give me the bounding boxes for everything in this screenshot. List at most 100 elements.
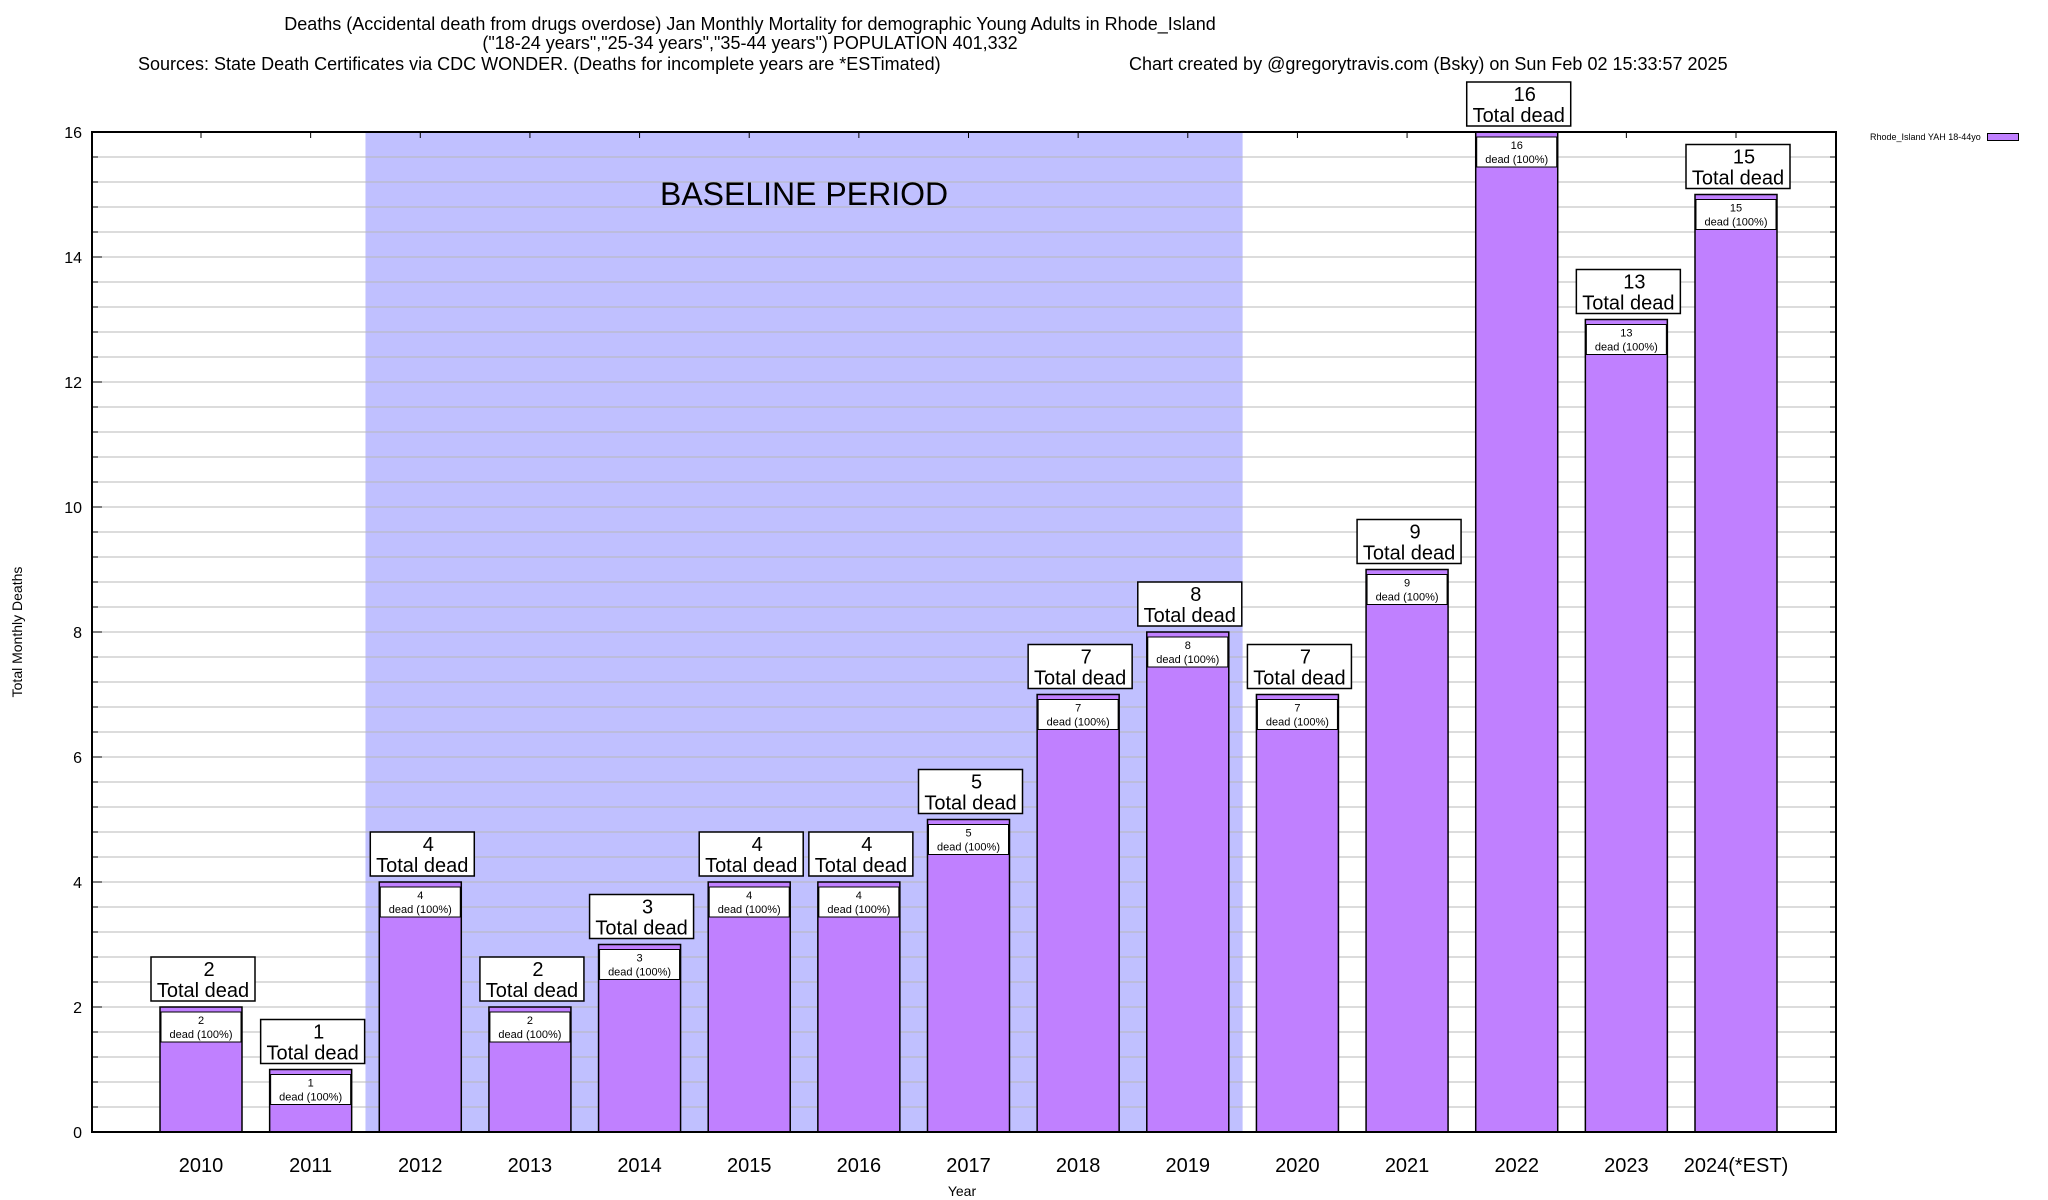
bar-inner-value-label: 4: [856, 890, 862, 902]
bar-total-label-box: [1137, 581, 1243, 627]
bar-total-text-label: Total dead: [1253, 668, 1345, 690]
bar-total-label-box: [259, 1018, 366, 1065]
bar-total-value-label: 15: [1733, 147, 1755, 169]
bar-inner-label-box: [379, 886, 461, 918]
bar-total-text-label: Total dead: [157, 980, 249, 1002]
bar: [1365, 568, 1449, 1133]
y-tick-label: 8: [73, 625, 82, 642]
bar-total-text-label: Total dead: [1363, 543, 1455, 565]
bar-inner-value-label: 15: [1730, 203, 1742, 215]
bar-inner-value-label: 1: [308, 1078, 314, 1090]
x-tick-label: 2018: [1056, 1155, 1101, 1177]
bar-total-label-box: [1246, 643, 1353, 690]
bar-total-text-label: Total dead: [486, 980, 578, 1002]
bar-total-label-box: [1356, 518, 1462, 565]
bar-inner-value-label: 8: [1185, 640, 1191, 652]
bar-total-text-label: Total dead: [924, 793, 1016, 815]
y-axis-label: Total Monthly Deaths: [9, 567, 25, 698]
bar-inner-value-label: 4: [417, 890, 423, 902]
bar: [1036, 693, 1120, 1133]
bar-total-text-label: Total dead: [1034, 668, 1126, 690]
bar-inner-label-box: [489, 1011, 571, 1043]
bar-total-label-box: [698, 831, 804, 877]
bar-inner-label-box: [818, 886, 900, 918]
bar-inner-label-box: [1147, 636, 1229, 668]
bar-inner-label-box: [928, 824, 1009, 855]
bar-inner-percent-label: dead (100%): [937, 842, 1000, 854]
y-tick-label: 12: [64, 375, 82, 392]
chart-credit: Chart created by @gregorytravis.com (Bsk…: [1129, 54, 1728, 74]
legend: Rhode_Island YAH 18-44yo: [1870, 132, 2019, 142]
bar-inner-percent-label: dead (100%): [718, 904, 781, 916]
x-tick-label: 2016: [837, 1155, 882, 1177]
bar-inner-value-label: 2: [527, 1015, 533, 1027]
bar-inner-percent-label: dead (100%): [498, 1029, 561, 1041]
bar-inner-label-box: [1256, 699, 1338, 730]
bar-total-text-label: Total dead: [1144, 605, 1236, 627]
bar-total-value-label: 4: [752, 834, 763, 856]
bar-inner-label-box: [708, 886, 790, 918]
bar: [1694, 193, 1778, 1133]
bar-total-label-box: [1465, 81, 1572, 127]
bar-total-text-label: Total dead: [1582, 293, 1674, 315]
bar: [1146, 631, 1230, 1133]
bar-inner-value-label: 7: [1075, 703, 1081, 715]
bar-total-text-label: Total dead: [815, 855, 907, 877]
bar-inner-label-box: [1476, 136, 1558, 168]
bar-total-value-label: 13: [1623, 272, 1645, 294]
bar-inner-percent-label: dead (100%): [389, 904, 452, 916]
bar: [378, 881, 463, 1133]
bar-total-value-label: 1: [313, 1022, 324, 1044]
bar-inner-label-box: [599, 949, 681, 980]
bar: [707, 881, 791, 1133]
bar-total-value-label: 4: [423, 834, 434, 856]
bar-total-label-box: [150, 956, 256, 1002]
bar-total-value-label: 5: [971, 772, 982, 794]
bar-total-label-box: [588, 893, 695, 940]
bar-inner-label-box: [270, 1074, 352, 1105]
bar-inner-percent-label: dead (100%): [827, 904, 890, 916]
x-tick-label: 2024(*EST): [1684, 1155, 1789, 1177]
bar-total-text-label: Total dead: [376, 855, 468, 877]
bar-total-value-label: 8: [1190, 584, 1201, 606]
bar: [1584, 318, 1669, 1133]
bar-inner-percent-label: dead (100%): [1595, 342, 1658, 354]
bar-inner-percent-label: dead (100%): [1376, 592, 1439, 604]
bar: [817, 881, 901, 1133]
bar-inner-label-box: [1366, 574, 1448, 605]
y-tick-label: 4: [73, 875, 82, 892]
bar-total-text-label: Total dead: [705, 855, 797, 877]
bar-total-value-label: 7: [1300, 647, 1311, 669]
x-tick-label: 2020: [1275, 1155, 1320, 1177]
bar-inner-percent-label: dead (100%): [608, 967, 671, 979]
chart-title-line-1: Deaths (Accidental death from drugs over…: [284, 14, 1216, 34]
x-tick-label: 2021: [1385, 1155, 1430, 1177]
y-tick-label: 16: [64, 125, 82, 142]
y-tick-label: 0: [73, 1125, 82, 1142]
bar-inner-label-box: [160, 1011, 242, 1043]
bar-total-text-label: Total dead: [1692, 168, 1784, 190]
bar-inner-percent-label: dead (100%): [1047, 717, 1110, 729]
x-axis-label: Year: [948, 1183, 977, 1199]
bar-inner-percent-label: dead (100%): [1485, 154, 1548, 166]
bar-total-text-label: Total dead: [1473, 105, 1565, 127]
bar-inner-percent-label: dead (100%): [1705, 217, 1768, 229]
bar-inner-label-box: [1585, 324, 1667, 355]
bar-inner-percent-label: dead (100%): [1156, 654, 1219, 666]
x-tick-label: 2019: [1166, 1155, 1211, 1177]
bar-total-label-box: [1685, 143, 1791, 190]
legend-label: Rhode_Island YAH 18-44yo: [1870, 132, 1981, 142]
bar-total-value-label: 7: [1081, 647, 1092, 669]
bar-total-value-label: 3: [642, 897, 653, 919]
x-tick-label: 2010: [179, 1155, 224, 1177]
x-tick-label: 2017: [946, 1155, 991, 1177]
x-tick-label: 2022: [1494, 1155, 1539, 1177]
bar-total-value-label: 2: [532, 959, 543, 981]
y-tick-label: 10: [64, 500, 82, 517]
x-tick-label: 2013: [508, 1155, 553, 1177]
bar-total-label-box: [917, 768, 1024, 815]
plot-frame: [91, 131, 1837, 1133]
bar-inner-value-label: 3: [637, 953, 643, 965]
bar-inner-value-label: 13: [1620, 328, 1632, 340]
bar-total-label-box: [808, 831, 914, 877]
